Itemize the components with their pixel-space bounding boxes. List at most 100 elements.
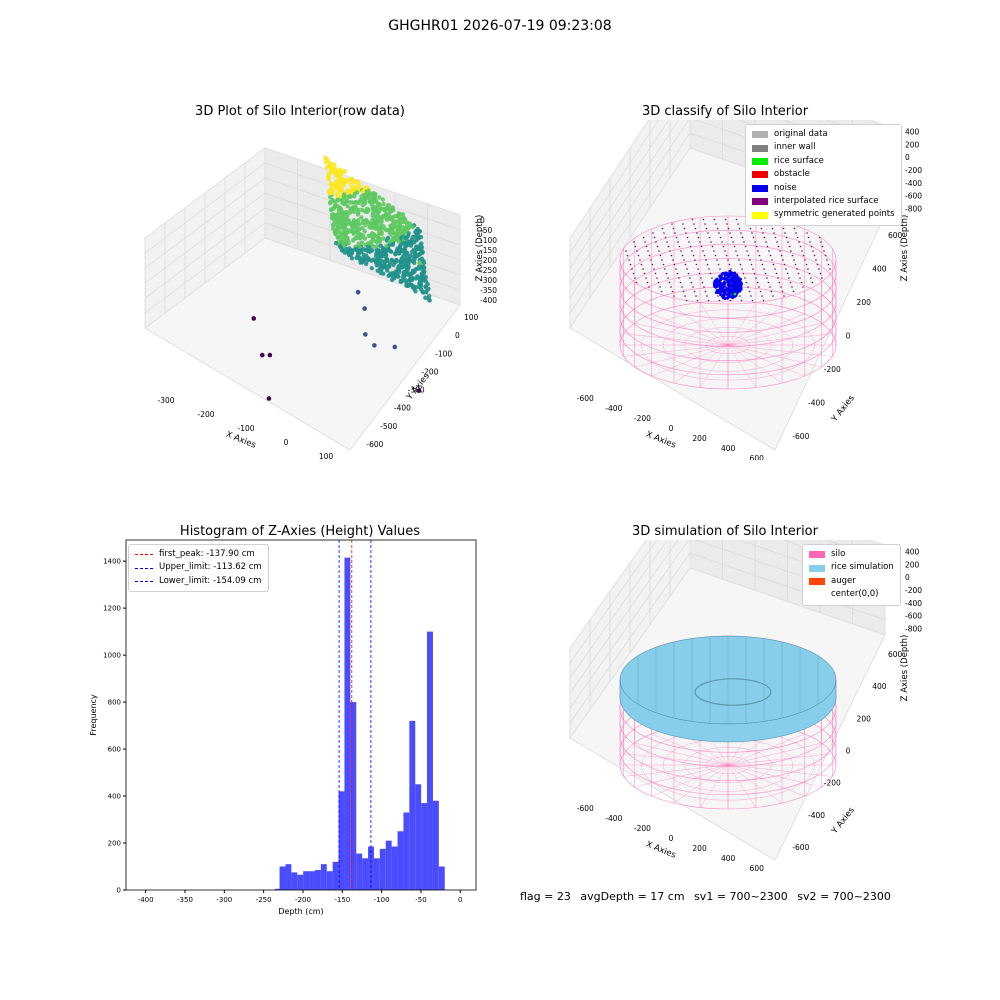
interpolated-point xyxy=(700,245,703,248)
interpolated-point xyxy=(626,254,629,257)
silo-floor-spoke xyxy=(623,753,729,766)
data-point xyxy=(358,198,363,203)
data-point xyxy=(367,225,373,230)
interpolated-point xyxy=(706,263,709,266)
interpolated-point xyxy=(709,272,712,275)
interpolated-point xyxy=(682,223,684,225)
data-point xyxy=(341,239,347,245)
interpolated-point xyxy=(770,290,773,293)
interpolated-point xyxy=(805,263,808,266)
legend-swatch xyxy=(809,564,825,572)
data-point xyxy=(418,245,423,251)
data-point xyxy=(392,214,397,219)
interpolated-point xyxy=(631,268,633,270)
z-tick-label: -600 xyxy=(905,192,922,201)
noise-point xyxy=(725,280,729,283)
simulation-3d-plot: -600 -400 -200 0 200 400 600 -600 -400 -200 0 200 40… xyxy=(569,540,922,873)
noise-point xyxy=(714,291,718,295)
data-point xyxy=(366,233,371,239)
x-tick-label: -250 xyxy=(256,896,272,904)
interpolated-point xyxy=(715,223,717,225)
data-point xyxy=(421,269,426,274)
interpolated-point xyxy=(747,254,750,257)
interpolated-point xyxy=(713,218,716,221)
legend-item: Lower_limit: -154.09 cm xyxy=(135,575,262,588)
x-tick-label: 0 xyxy=(669,424,674,433)
data-point xyxy=(364,209,369,214)
x-tick-label: 600 xyxy=(750,864,765,873)
data-point xyxy=(359,194,364,199)
interpolated-point xyxy=(722,245,725,248)
interpolated-point xyxy=(788,245,791,248)
legend-swatch xyxy=(809,551,825,559)
histogram-bar xyxy=(432,800,439,890)
interpolated-point xyxy=(634,245,637,248)
data-point xyxy=(356,207,361,213)
interpolated-point xyxy=(785,236,788,239)
silo-floor-spoke xyxy=(651,313,729,346)
interpolated-point xyxy=(742,272,745,275)
interpolated-point xyxy=(785,268,787,270)
interpolated-point xyxy=(787,241,789,243)
z-tick-label: -800 xyxy=(905,625,922,634)
interpolated-point xyxy=(648,254,651,257)
interpolated-point xyxy=(693,290,696,293)
data-point xyxy=(371,232,377,237)
interpolated-point xyxy=(655,241,657,243)
interpolated-point xyxy=(629,263,632,266)
silo-floor-spoke xyxy=(727,742,822,766)
x-tick-label: -200 xyxy=(634,824,651,833)
silo-floor-spoke xyxy=(727,344,805,377)
chart2-title: 3D classify of Silo Interior xyxy=(641,104,809,119)
x-axis-label: Depth (cm) xyxy=(278,907,323,916)
histogram-bar xyxy=(350,702,357,890)
data-point xyxy=(370,220,375,225)
interpolated-point xyxy=(679,281,682,284)
data-point xyxy=(407,239,412,244)
interpolated-point xyxy=(634,277,636,279)
interpolated-point xyxy=(757,250,759,252)
interpolated-point xyxy=(719,268,721,270)
data-point xyxy=(401,215,406,220)
interpolated-point xyxy=(769,286,771,288)
silo-floor-ring xyxy=(641,309,815,381)
interpolated-point xyxy=(710,241,712,243)
data-point xyxy=(333,231,338,236)
interpolated-point xyxy=(786,272,789,275)
interpolated-point xyxy=(788,277,790,279)
interpolated-point xyxy=(648,286,650,288)
interpolated-point xyxy=(687,272,690,275)
histogram-bar xyxy=(421,803,428,890)
interpolated-point xyxy=(670,254,673,257)
interpolated-point xyxy=(690,281,693,284)
data-point xyxy=(349,176,354,181)
data-point xyxy=(335,235,340,240)
data-point xyxy=(389,217,394,222)
silo-floor-spoke xyxy=(651,764,729,797)
interpolated-point xyxy=(711,245,714,248)
y-tick-label: -100 xyxy=(435,349,452,358)
data-point xyxy=(338,206,344,212)
histogram-bar xyxy=(368,846,374,890)
noise-point xyxy=(726,275,730,278)
silo-floor-spoke xyxy=(727,764,822,788)
data-point xyxy=(411,247,416,253)
interpolated-point xyxy=(642,236,645,239)
data-point xyxy=(402,246,407,251)
data-point xyxy=(337,173,343,178)
y-tick-label: -200 xyxy=(421,367,438,376)
data-point xyxy=(388,248,393,254)
data-point xyxy=(426,297,431,302)
data-point xyxy=(387,260,393,266)
noise-cluster xyxy=(712,269,743,300)
data-point xyxy=(403,235,408,241)
outlier-point xyxy=(267,352,273,358)
y-tick-label: 400 xyxy=(872,682,887,691)
interpolated-point xyxy=(774,236,777,239)
interpolated-point xyxy=(759,290,762,293)
data-point xyxy=(351,206,356,211)
legend-line-swatch xyxy=(135,554,153,556)
z-axis-label: Z Axies (Depth) xyxy=(900,215,910,282)
noise-point xyxy=(729,280,733,283)
data-point xyxy=(394,257,399,263)
